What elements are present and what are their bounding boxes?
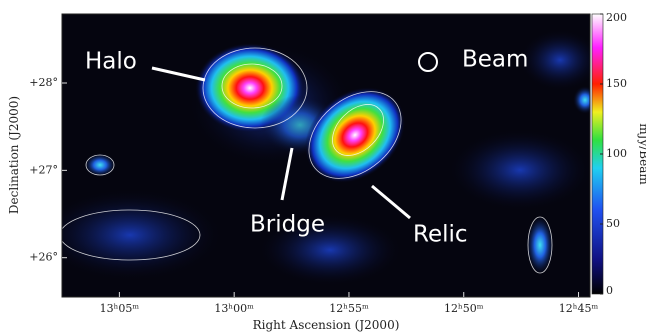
- annotation: Relic: [413, 222, 468, 248]
- y-tick-label: +26°: [29, 251, 58, 264]
- y-tick-label: +28°: [29, 76, 58, 89]
- x-tick-label: 13ʰ05ᵐ: [100, 302, 140, 315]
- annotation: Halo: [85, 49, 137, 75]
- x-tick-label: 12ʰ45ᵐ: [559, 302, 599, 315]
- annotation: Bridge: [250, 212, 325, 238]
- colorbar-tick-label: 50: [606, 217, 620, 230]
- y-tick-label: +27°: [29, 163, 58, 176]
- chart: Halo Beam Bridge Relic Right Ascension (…: [0, 0, 646, 333]
- colorbar-label: mJy/Beam: [637, 123, 646, 185]
- colorbar-tick-label: 0: [606, 284, 613, 297]
- annotation: Beam: [462, 47, 528, 73]
- colorbar-tick-label: 150: [606, 77, 627, 90]
- x-axis-label: Right Ascension (J2000): [253, 318, 400, 332]
- colorbar-tick-label: 200: [606, 11, 627, 24]
- y-axis-label: Declination (J2000): [7, 96, 21, 214]
- x-tick-label: 12ʰ55ᵐ: [329, 302, 369, 315]
- x-tick-label: 13ʰ00ᵐ: [214, 302, 254, 315]
- x-tick-label: 12ʰ50ᵐ: [444, 302, 484, 315]
- colorbar-tick-label: 100: [606, 147, 627, 160]
